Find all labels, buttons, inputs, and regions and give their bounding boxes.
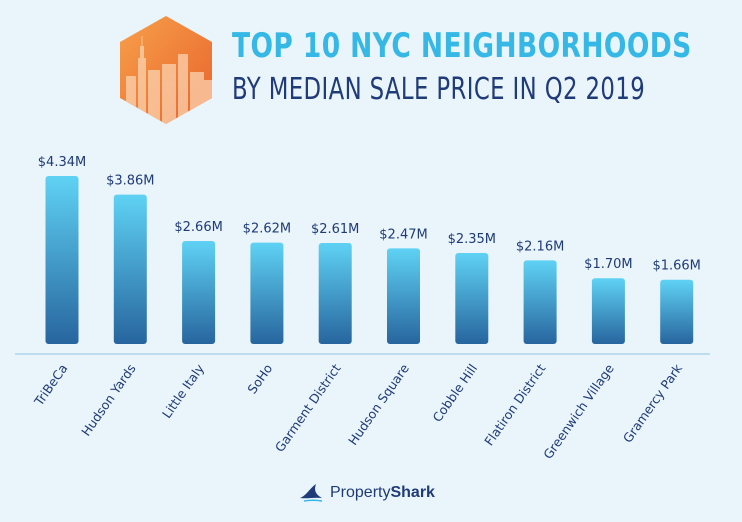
chart-subtitle: BY MEDIAN SALE PRICE IN Q2 2019 — [232, 72, 646, 107]
shark-fin-icon — [300, 484, 323, 502]
bars-group — [45, 176, 694, 344]
category-label: Hudson Square — [345, 361, 412, 448]
value-label: $4.34M — [38, 155, 86, 170]
value-label: $2.35M — [448, 232, 496, 247]
category-label: Greenwich Village — [540, 361, 617, 462]
value-label: $2.62M — [243, 222, 291, 237]
brand-name: PropertyShark — [330, 484, 435, 502]
bar-hudson-square — [387, 248, 420, 344]
bar-chart: $4.34M $3.86M $2.66M $2.62M $2.61M $2.47M $2.3… — [15, 155, 710, 462]
value-label: $1.66M — [652, 259, 700, 274]
category-label: TriBeCa — [31, 361, 71, 409]
bar-hudson-yards — [113, 194, 147, 344]
category-label: Hudson Yards — [78, 361, 139, 439]
value-label: $3.86M — [106, 174, 154, 189]
category-label: Garment District — [272, 361, 344, 455]
value-label: $2.61M — [311, 222, 359, 237]
category-label: Cobble Hill — [429, 361, 480, 425]
chart-title: TOP 10 NYC NEIGHBORHOODS — [232, 26, 692, 66]
bar-cobble-hill — [455, 253, 489, 344]
value-label: $2.47M — [379, 227, 427, 242]
city-skyline-hexagon-icon — [120, 16, 212, 124]
category-label: Gramercy Park — [620, 361, 686, 446]
bar-greenwich-village — [591, 278, 625, 344]
footer-brand: PropertyShark — [298, 478, 435, 508]
category-label: Little Italy — [159, 361, 207, 421]
bar-garment-district — [318, 242, 352, 344]
brand-bold: Shark — [390, 484, 435, 501]
value-label: $1.70M — [584, 257, 632, 272]
value-label: $2.66M — [174, 220, 222, 235]
bar-little-italy — [182, 241, 216, 344]
category-label: SoHo — [244, 361, 275, 396]
bar-flatiron-district — [523, 260, 557, 344]
value-labels-group: $4.34M $3.86M $2.66M $2.62M $2.61M $2.47M $2.3… — [38, 155, 701, 274]
bar-gramercy-park — [660, 279, 694, 344]
bar-tribeca — [45, 176, 79, 344]
bar-soho — [250, 242, 284, 344]
header: TOP 10 NYC NEIGHBORHOODS BY MEDIAN SALE … — [0, 0, 742, 140]
category-labels-group: TriBeCa Hudson Yards Little Italy SoHoGarme… — [31, 361, 686, 462]
value-label: $2.16M — [516, 239, 564, 254]
brand-regular: Property — [330, 484, 391, 501]
category-label: Flatiron District — [481, 361, 548, 448]
